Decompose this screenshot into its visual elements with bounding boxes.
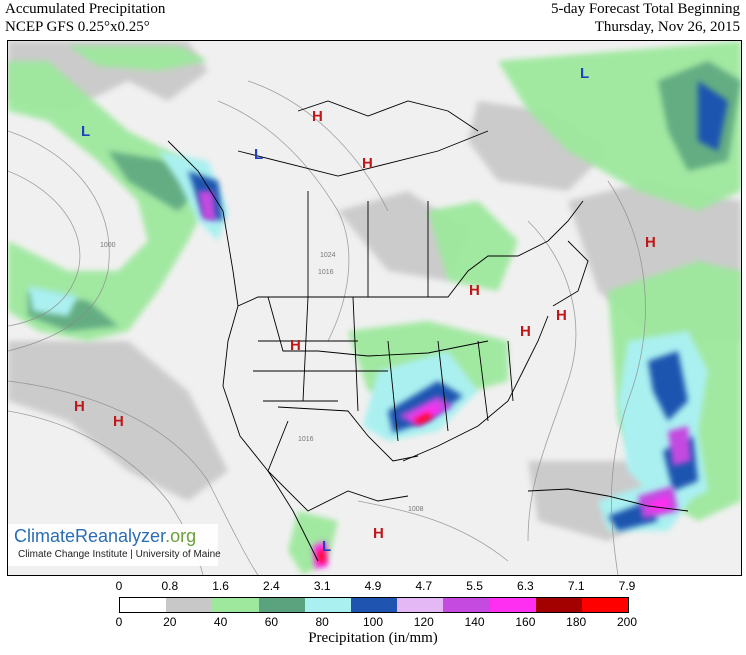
legend-swatch bbox=[397, 598, 444, 612]
legend-inch-tick: 5.5 bbox=[466, 579, 483, 593]
legend-mm-tick: 160 bbox=[515, 615, 536, 629]
climate-reanalyzer-logo: ClimateReanalyzer.org Climate Change Ins… bbox=[8, 524, 221, 566]
high-pressure-label: H bbox=[362, 155, 373, 172]
high-pressure-label: H bbox=[373, 525, 384, 542]
legend-inch-tick: 0 bbox=[115, 579, 123, 593]
legend-inch-tick: 0.8 bbox=[161, 579, 179, 593]
legend-swatch bbox=[258, 598, 305, 612]
low-pressure-label: L bbox=[580, 65, 589, 82]
isobar-label: 1016 bbox=[298, 436, 314, 443]
legend-mm-tick: 80 bbox=[315, 615, 329, 629]
low-pressure-label: L bbox=[322, 538, 331, 555]
legend-inch-tick: 6.3 bbox=[517, 579, 534, 593]
legend-inch-tick: 7.1 bbox=[567, 579, 585, 593]
legend-inch-tick: 1.6 bbox=[212, 579, 229, 593]
legend-swatch bbox=[489, 598, 536, 612]
high-pressure-label: H bbox=[74, 398, 85, 415]
legend-inch-tick: 2.4 bbox=[263, 579, 280, 593]
legend-swatch bbox=[535, 598, 582, 612]
forecast-description: 5-day Forecast Total Beginning bbox=[550, 1, 740, 17]
legend-mm-tick: 120 bbox=[413, 615, 434, 629]
logo-subtitle: Climate Change Institute | University of… bbox=[18, 549, 221, 560]
legend-mm-tick: 60 bbox=[264, 615, 279, 629]
high-pressure-label: H bbox=[312, 108, 323, 125]
high-pressure-label: H bbox=[469, 282, 480, 299]
high-pressure-label: H bbox=[520, 323, 531, 340]
legend-mm-tick: 100 bbox=[362, 615, 384, 629]
legend-inch-tick: 3.1 bbox=[313, 579, 331, 593]
high-pressure-label: H bbox=[113, 413, 124, 430]
logo-wordmark: ClimateReanalyzer.org bbox=[14, 526, 197, 546]
forecast-date: Thursday, Nov 26, 2015 bbox=[594, 19, 740, 35]
isobar-label: 1016 bbox=[318, 269, 334, 276]
high-pressure-label: H bbox=[290, 337, 301, 354]
legend-mm-tick: 140 bbox=[464, 615, 485, 629]
high-pressure-label: H bbox=[645, 234, 656, 251]
isobar-label: 1008 bbox=[408, 506, 424, 513]
model-name: NCEP GFS 0.25°x0.25° bbox=[5, 19, 150, 35]
isobar-label: 1000 bbox=[100, 242, 116, 249]
legend-swatch bbox=[120, 598, 167, 612]
legend-mm-tick: 200 bbox=[616, 615, 638, 629]
legend-mm-tick: 0 bbox=[115, 615, 123, 629]
legend-caption: Precipitation (in/mm) bbox=[308, 630, 438, 646]
high-pressure-label: H bbox=[556, 307, 567, 324]
legend-swatch bbox=[443, 598, 490, 612]
isobar-label: 1024 bbox=[320, 252, 336, 259]
legend-swatch bbox=[166, 598, 213, 612]
legend-inch-tick: 4.7 bbox=[415, 579, 433, 593]
map-title: Accumulated Precipitation bbox=[5, 1, 166, 17]
legend-swatch bbox=[350, 598, 398, 612]
low-pressure-label: L bbox=[81, 123, 90, 140]
legend-mm-tick: 180 bbox=[566, 615, 587, 629]
legend-swatch bbox=[581, 598, 629, 612]
legend-inch-tick: 4.9 bbox=[364, 579, 382, 593]
low-pressure-label: L bbox=[254, 146, 263, 163]
legend-swatch bbox=[304, 598, 351, 612]
legend-mm-tick: 20 bbox=[163, 615, 177, 629]
legend-swatch bbox=[212, 598, 259, 612]
legend-inch-tick: 7.9 bbox=[618, 579, 636, 593]
precipitation-legend: 0 0.8 1.6 2.4 3.1 4.9 4.7 5.5 6.3 7.1 7.9 0 20 40 60 8… bbox=[0, 578, 746, 655]
legend-mm-tick: 40 bbox=[213, 615, 228, 629]
legend-color-bar bbox=[119, 597, 629, 613]
precipitation-map: L L L L H H H H H H H H H H 1000 1016 10… bbox=[7, 40, 742, 576]
